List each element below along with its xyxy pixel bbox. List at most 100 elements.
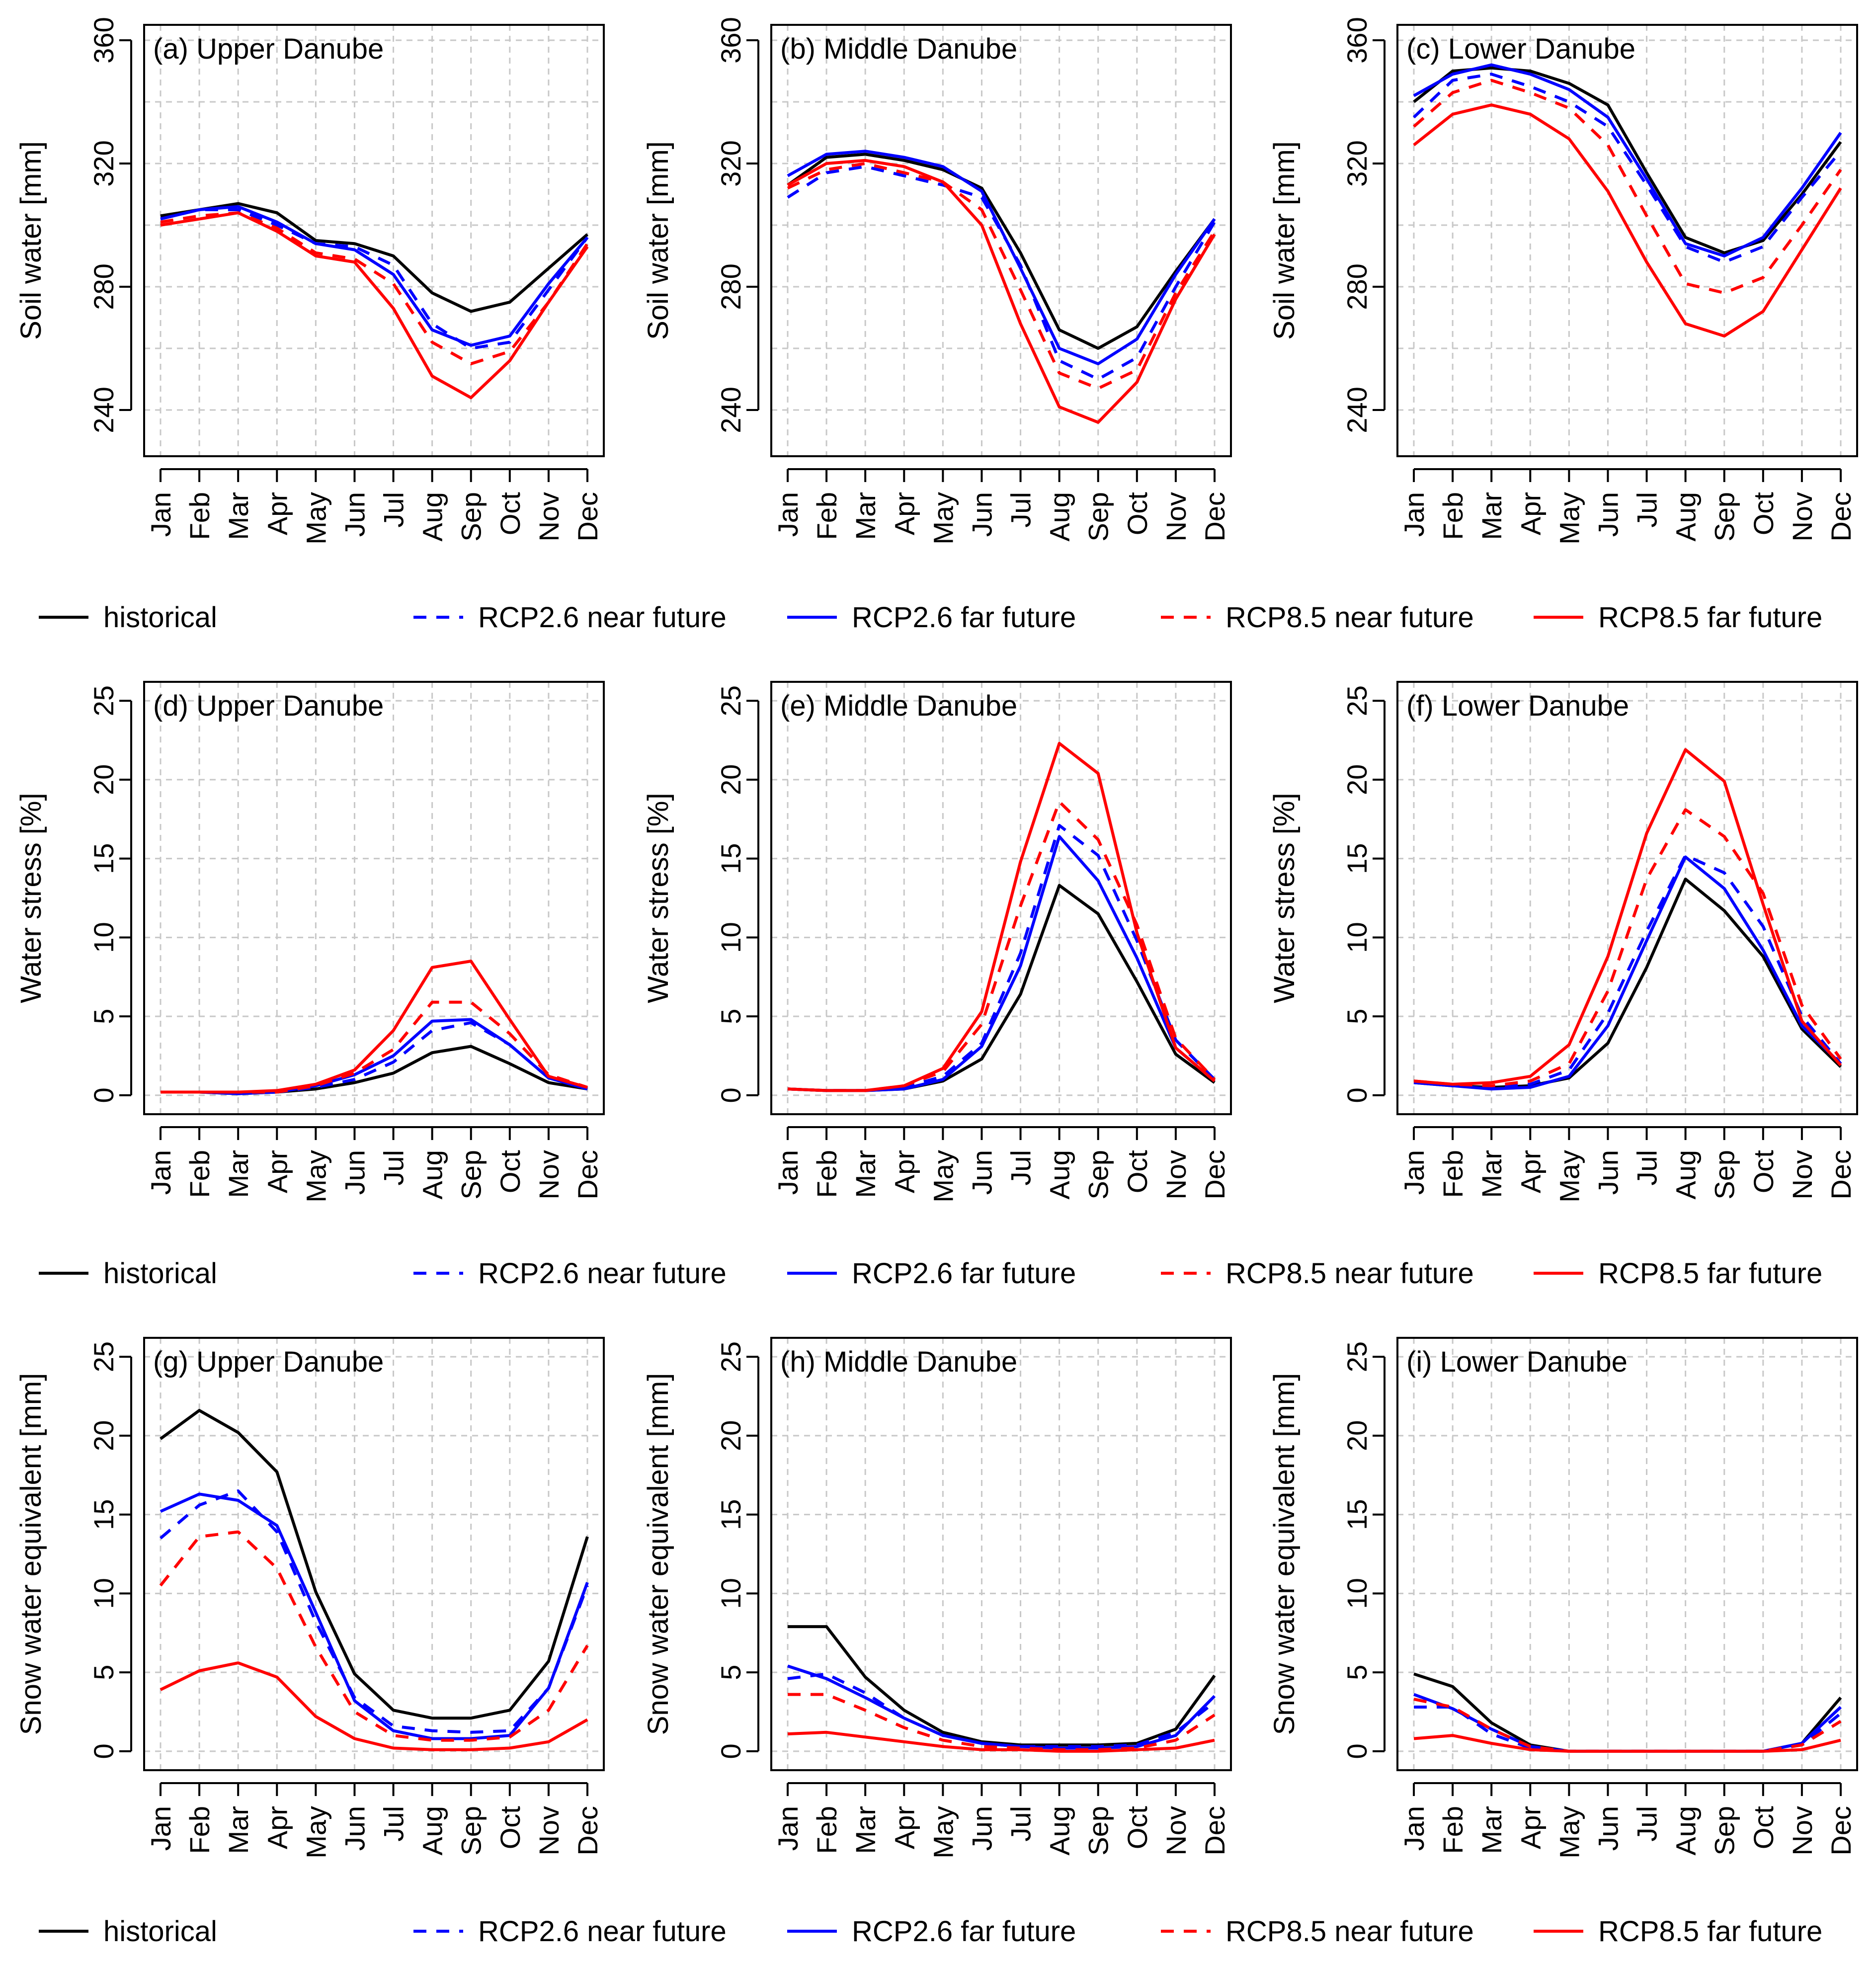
y-tick-label: 20 [88, 764, 119, 795]
y-tick-label: 280 [1341, 263, 1373, 310]
y-tick-label: 280 [715, 263, 746, 310]
y-tick-label: 280 [88, 263, 119, 310]
legend: historical RCP2.6 near future RCP2.6 far f… [39, 1257, 1822, 1290]
y-tick-label: 0 [1341, 1743, 1373, 1759]
y-tick-label: 25 [1341, 1341, 1373, 1372]
legend: historical RCP2.6 near future RCP2.6 far f… [39, 601, 1822, 634]
x-tick-label-jun: Jun [966, 492, 997, 537]
series-line-historical [160, 202, 588, 313]
x-tick-label-feb: Feb [811, 492, 842, 540]
panel-title: (b) Middle Danube [780, 33, 1017, 65]
panel-a-upper-danube: 240 280 320 360 Soil water [mm] Jan Feb Mar Apr M… [15, 17, 605, 545]
y-axis-title: Soil water [mm] [642, 141, 674, 340]
plot-frame [1396, 1337, 1858, 1771]
x-tick-label-nov: Nov [533, 1806, 565, 1856]
x-tick-label-nov: Nov [533, 492, 565, 542]
y-axis-title: Snow water equivalent [mm] [642, 1373, 674, 1735]
x-tick-label-apr: Apr [1515, 492, 1546, 535]
legend-label-rcp2-6-near-future: RCP2.6 near future [478, 601, 727, 634]
series-line-rcp2-6-near-future [160, 208, 589, 350]
y-tick-label: 320 [1341, 140, 1373, 186]
series-line-rcp8-5-far-future [787, 1730, 1215, 1753]
plot-frame [143, 24, 605, 457]
plot-frame [143, 1337, 605, 1771]
panel-b-middle-danube: 240 280 320 360 Soil water [mm] Jan Feb Mar Apr M… [642, 17, 1232, 545]
x-tick-label-sep: Sep [1709, 492, 1740, 542]
y-tick-label: 240 [715, 387, 746, 433]
panel-title: (i) Lower Danube [1406, 1346, 1628, 1378]
x-tick-label-nov: Nov [1160, 1806, 1192, 1856]
x-tick-label-jan: Jan [772, 492, 804, 537]
x-tick-label-jul: Jul [1631, 492, 1663, 528]
x-tick-label-feb: Feb [1437, 1150, 1468, 1198]
y-axis-title: Snow water equivalent [mm] [15, 1373, 47, 1735]
panel-title: (d) Upper Danube [153, 690, 384, 722]
x-tick-label-sep: Sep [1709, 1806, 1740, 1856]
x-tick-label-dec: Dec [572, 1806, 603, 1856]
x-tick-label-jan: Jan [772, 1806, 804, 1851]
series-line-rcp8-5-near-future [787, 162, 1216, 390]
series-line-rcp8-5-near-future [788, 1693, 1216, 1751]
series-line-rcp8-5-far-future [160, 211, 589, 400]
x-tick-label-jan: Jan [772, 1150, 804, 1195]
plot-frame [770, 24, 1232, 457]
x-tick-label-feb: Feb [184, 1806, 215, 1854]
y-tick-label: 10 [88, 922, 119, 953]
x-tick-label-sep: Sep [1083, 1806, 1114, 1856]
x-tick-label-apr: Apr [889, 492, 920, 535]
legend-label-rcp8-5-near-future: RCP8.5 near future [1225, 601, 1474, 634]
y-tick-label: 5 [88, 1665, 119, 1680]
x-tick-label-apr: Apr [261, 492, 293, 535]
x-tick-label-jan: Jan [1398, 1806, 1430, 1851]
y-axis-title: Soil water [mm] [15, 141, 47, 340]
x-tick-label-aug: Aug [1670, 492, 1702, 542]
x-tick-label-aug: Aug [417, 1806, 448, 1856]
x-tick-label-oct: Oct [494, 1806, 526, 1850]
x-tick-label-feb: Feb [1437, 492, 1468, 540]
x-tick-label-aug: Aug [417, 492, 448, 542]
series-line-rcp8-5-far-future [160, 1661, 588, 1751]
x-tick-label-oct: Oct [1748, 1150, 1779, 1194]
x-tick-label-jun: Jun [339, 1150, 370, 1195]
x-tick-label-jul: Jul [1631, 1150, 1663, 1186]
x-tick-label-jul: Jul [378, 492, 409, 528]
y-tick-label: 20 [715, 1420, 746, 1451]
panel-title: (e) Middle Danube [780, 690, 1017, 722]
x-tick-label-jun: Jun [1592, 1806, 1624, 1851]
y-tick-label: 20 [1341, 764, 1373, 795]
x-tick-label-jun: Jun [1592, 1150, 1624, 1195]
y-tick-label: 10 [88, 1578, 119, 1609]
x-tick-label-sep: Sep [1083, 1150, 1114, 1200]
y-tick-label: 360 [88, 17, 119, 63]
y-tick-label: 10 [715, 922, 746, 953]
x-tick-label-feb: Feb [811, 1806, 842, 1854]
x-tick-label-dec: Dec [572, 1150, 603, 1200]
legend-label-historical: historical [103, 601, 217, 634]
panel-title: (a) Upper Danube [153, 33, 384, 65]
x-tick-label-mar: Mar [1476, 492, 1507, 540]
series-line-rcp8-5-far-future [787, 741, 1216, 1092]
y-tick-label: 0 [715, 1743, 746, 1759]
legend-label-rcp2-6-near-future: RCP2.6 near future [478, 1257, 727, 1290]
x-tick-label-sep: Sep [1709, 1150, 1740, 1200]
panel-title: (h) Middle Danube [780, 1346, 1017, 1378]
legend-label-historical: historical [103, 1915, 217, 1948]
y-tick-label: 10 [1341, 1578, 1373, 1609]
y-axis-title: Soil water [mm] [1268, 141, 1301, 340]
y-tick-label: 5 [1341, 1665, 1373, 1680]
y-tick-label: 240 [1341, 387, 1373, 433]
x-tick-label-oct: Oct [494, 492, 526, 536]
y-tick-label: 0 [88, 1087, 119, 1103]
x-tick-label-sep: Sep [456, 492, 487, 542]
y-tick-label: 25 [88, 1341, 119, 1372]
legend: historical RCP2.6 near future RCP2.6 far f… [39, 1915, 1822, 1948]
x-tick-label-apr: Apr [1515, 1150, 1546, 1193]
x-tick-label-dec: Dec [1825, 492, 1857, 542]
plot-frame [143, 681, 605, 1115]
x-tick-label-nov: Nov [1787, 492, 1818, 542]
x-tick-label-mar: Mar [850, 1150, 881, 1198]
y-tick-label: 25 [1341, 685, 1373, 716]
y-tick-label: 25 [715, 685, 746, 716]
legend-label-rcp2-6-far-future: RCP2.6 far future [852, 1257, 1076, 1290]
